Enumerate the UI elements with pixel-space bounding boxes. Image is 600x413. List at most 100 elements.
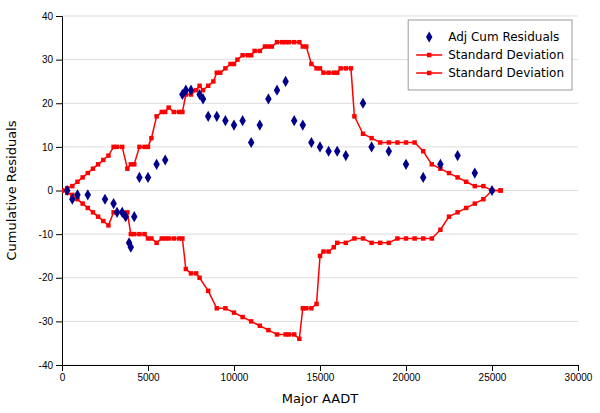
legend-item: Adj Cum Residuals [426, 30, 559, 44]
scatter-point [360, 98, 366, 109]
y-tick: -10 [39, 229, 62, 240]
line-marker [318, 66, 322, 70]
scatter-point [403, 159, 409, 170]
line-marker [349, 66, 353, 70]
line-marker [75, 180, 79, 184]
line-marker [361, 236, 365, 240]
legend-swatch [426, 31, 432, 42]
line-marker [287, 40, 291, 44]
line-marker [297, 40, 301, 44]
line-marker [369, 241, 373, 245]
scatter-point [200, 93, 206, 104]
line-marker [378, 241, 382, 245]
x-tick: 15000 [307, 365, 335, 383]
x-tick-label: 20000 [393, 372, 421, 383]
line-marker [197, 276, 201, 280]
line-marker [326, 70, 330, 74]
y-tick-label: 40 [42, 11, 54, 22]
y-tick-label: 30 [42, 54, 54, 65]
line-marker [304, 44, 308, 48]
line-marker [96, 162, 100, 166]
y-tick: -40 [39, 360, 62, 371]
line-marker [146, 145, 150, 149]
grid-line [62, 16, 578, 17]
line-marker [258, 49, 262, 53]
scatter-point [239, 115, 245, 126]
line-marker [249, 319, 253, 323]
line-marker [481, 197, 485, 201]
line-marker [430, 236, 434, 240]
y-axis: -40-30-20-10010203040 [39, 11, 63, 371]
line-marker [275, 332, 279, 336]
line-marker [321, 249, 325, 253]
x-axis-line [63, 366, 579, 372]
x-tick-label: 5000 [137, 372, 160, 383]
y-tick-mark [56, 321, 62, 322]
line-marker [421, 236, 425, 240]
x-tick-label: 15000 [307, 372, 335, 383]
line-marker [142, 232, 146, 236]
y-axis-line [56, 17, 63, 366]
line-marker [309, 62, 313, 66]
line-marker [149, 136, 153, 140]
line-marker [80, 201, 84, 205]
x-tick-mark [148, 365, 149, 371]
line-marker [309, 306, 313, 310]
legend-label: Standard Deviation [448, 48, 564, 62]
line-marker [101, 219, 105, 223]
line-marker [275, 40, 279, 44]
x-tick-label: 0 [60, 372, 66, 383]
line-marker [180, 110, 184, 114]
scatter-point [153, 159, 159, 170]
scatter-point [325, 146, 331, 157]
scatter-point [162, 154, 168, 165]
legend-item: Standard Deviation [416, 66, 564, 80]
y-tick-label: 10 [42, 142, 54, 153]
chart: 050001000015000200002500030000-40-30-20-… [0, 0, 600, 413]
line-marker [378, 140, 382, 144]
line-marker [464, 206, 468, 210]
line-marker [270, 44, 274, 48]
y-tick-label: -20 [39, 272, 54, 283]
line-marker [421, 149, 425, 153]
line-marker [240, 53, 244, 57]
line-marker [235, 57, 239, 61]
scatter-point [85, 189, 91, 200]
legend-label: Adj Cum Residuals [448, 30, 559, 44]
scatter-point [64, 185, 70, 196]
line-marker [297, 337, 301, 341]
line-marker [344, 66, 348, 70]
line-marker [318, 254, 322, 258]
line-marker [404, 140, 408, 144]
line-marker [464, 180, 468, 184]
scatter-point [145, 172, 151, 183]
line-marker [344, 241, 348, 245]
y-tick: -20 [39, 272, 62, 283]
line-marker [314, 302, 318, 306]
line-marker [194, 88, 198, 92]
line-marker [154, 114, 158, 118]
scatter-point [386, 146, 392, 157]
line-marker [332, 245, 336, 249]
line-marker [70, 184, 74, 188]
y-tick: 10 [42, 142, 62, 153]
y-tick: 40 [42, 11, 62, 22]
y-tick-mark [56, 365, 62, 366]
legend-swatch [427, 53, 431, 57]
x-tick-mark [492, 365, 493, 371]
line-marker [404, 236, 408, 240]
line-marker [172, 110, 176, 114]
y-tick: 20 [42, 98, 62, 109]
line-marker [455, 210, 459, 214]
scatter-point [110, 198, 116, 209]
line-marker [96, 214, 100, 218]
y-tick-mark [56, 191, 62, 192]
y-tick-label: 20 [42, 98, 54, 109]
scatter-point [282, 76, 288, 87]
line-marker [232, 62, 236, 66]
x-axis-title: Major AADT [282, 391, 358, 406]
scatter-point [489, 185, 495, 196]
line-marker [86, 206, 90, 210]
y-axis-title: Cumulative Residuals [4, 120, 19, 260]
scatter-point [437, 159, 443, 170]
